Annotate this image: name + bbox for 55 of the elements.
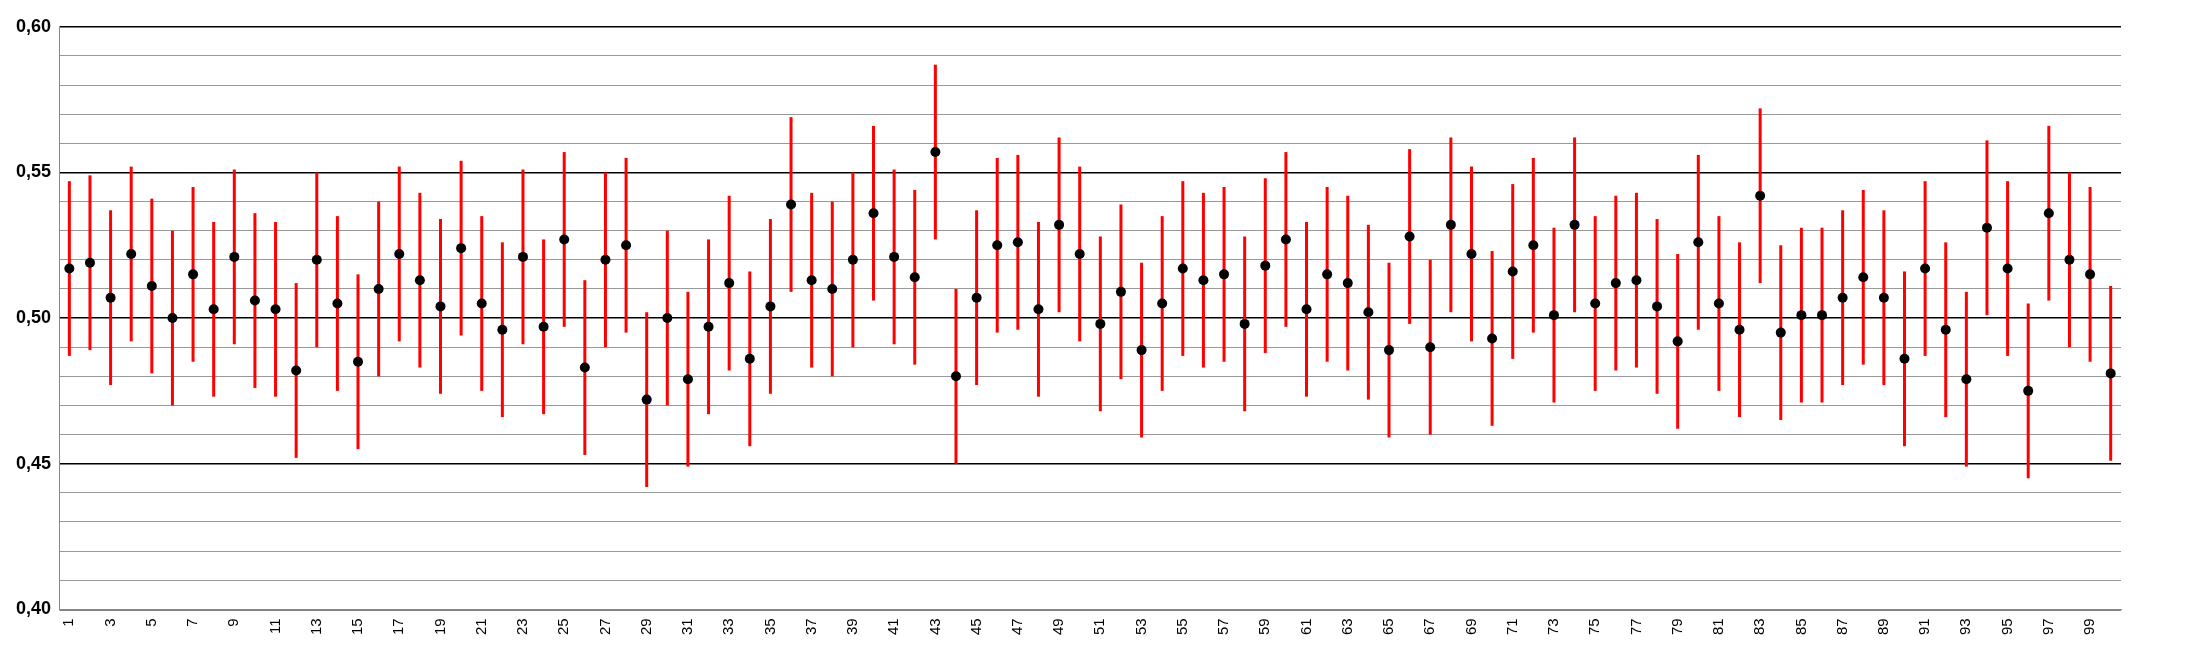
x-tick-label: 59 [1255,618,1273,635]
x-tick-label: 77 [1626,618,1644,635]
y-tick-label: 0,40 [15,598,52,619]
x-tick-label: 79 [1667,618,1685,635]
x-tick-label: 95 [1997,618,2015,635]
x-tick-label: 55 [1172,618,1190,635]
y-tick-label: 0,45 [15,452,52,473]
x-tick-label: 43 [925,618,943,635]
x-tick-label: 19 [430,618,448,635]
x-tick-label: 29 [636,618,654,635]
x-tick-label: 35 [760,618,778,635]
x-tick-label: 51 [1090,618,1108,635]
x-tick-label: 63 [1337,618,1355,635]
x-tick-label: 91 [1915,618,1933,635]
x-tick-label: 31 [678,618,696,635]
x-tick-label: 7 [183,618,201,627]
x-tick-label: 5 [141,618,159,627]
x-tick-label: 39 [843,618,861,635]
x-tick-label: 27 [595,618,613,635]
x-tick-label: 97 [2038,618,2056,635]
x-tick-label: 65 [1379,618,1397,635]
x-tick-label: 1 [59,618,77,627]
x-tick-label: 15 [348,618,366,635]
x-tick-label: 99 [2080,618,2098,635]
x-tick-label: 49 [1049,618,1067,635]
x-tick-label: 69 [1461,618,1479,635]
x-tick-label: 75 [1585,618,1603,635]
x-tick-label: 85 [1791,618,1809,635]
x-tick-label: 67 [1420,618,1438,635]
x-tick-label: 47 [1007,618,1025,635]
x-tick-label: 17 [389,618,407,635]
x-tick-label: 37 [801,618,819,635]
x-tick-label: 25 [554,618,572,635]
x-tick-label: 61 [1296,618,1314,635]
x-tick-label: 9 [224,618,242,627]
x-tick-label: 41 [884,618,902,635]
x-tick-label: 81 [1709,618,1727,635]
x-tick-label: 83 [1750,618,1768,635]
x-tick-label: 53 [1131,618,1149,635]
x-tick-label: 73 [1544,618,1562,635]
x-tick-label: 93 [1956,618,1974,635]
x-tick-label: 13 [306,618,324,635]
x-tick-label: 11 [265,618,283,634]
y-tick-label: 0,50 [15,307,52,328]
x-tick-label: 89 [1874,618,1892,635]
x-tick-label: 23 [513,618,531,635]
x-tick-label: 21 [471,618,489,635]
y-tick-label: 0,60 [15,15,52,36]
x-tick-label: 71 [1502,618,1520,635]
x-tick-label: 45 [966,618,984,635]
x-tick-label: 33 [719,618,737,635]
x-tick-label: 57 [1214,618,1232,635]
x-tick-label: 3 [100,618,118,627]
x-tick-label: 87 [1832,618,1850,635]
y-tick-label: 0,55 [15,161,52,182]
